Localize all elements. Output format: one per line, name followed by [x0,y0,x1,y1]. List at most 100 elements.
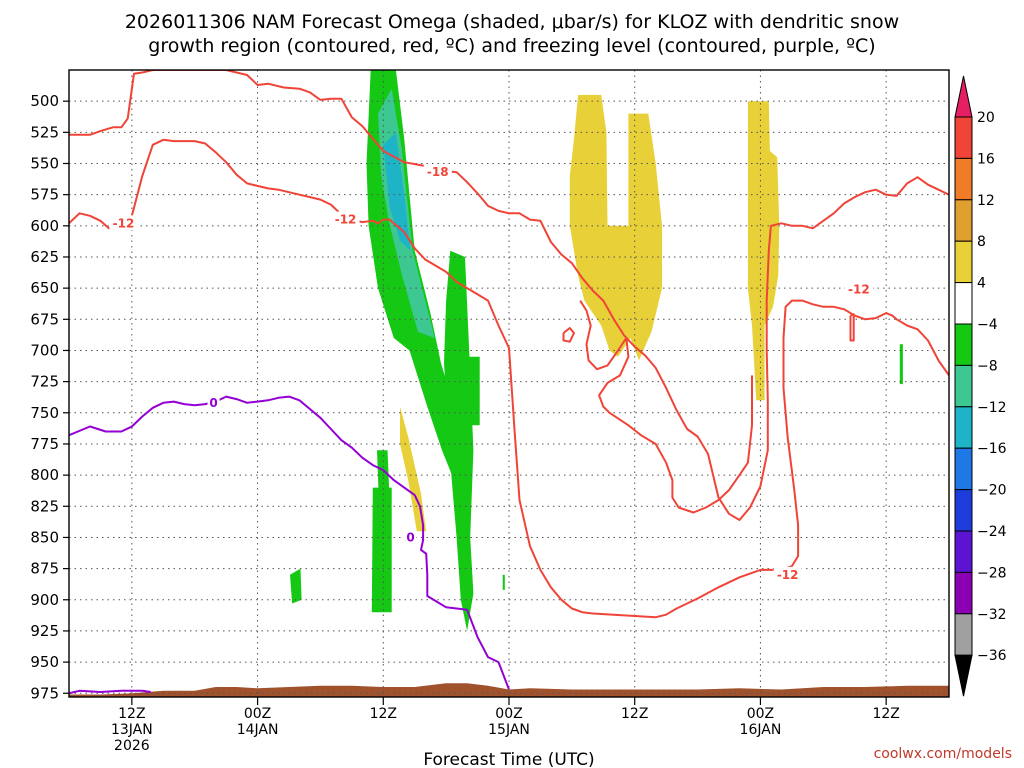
contour-label-bg [207,394,220,410]
y-tick-label: 825 [30,497,59,515]
omega-shading-layer [290,70,903,631]
contour-label: 0 [406,530,414,544]
colorbar-label: 12 [977,193,995,209]
x-tick-label: 00Z [495,706,522,722]
colorbar-swatch [954,157,973,201]
omega-ascent-cell-4 [290,568,302,604]
colorbar-label: 16 [977,151,995,167]
y-tick-label: 700 [30,341,59,359]
x-tick-label: 12Z [872,706,899,722]
y-tick-label: 750 [30,404,59,422]
y-tick-label: 900 [30,591,59,609]
colorbar-swatch [954,116,973,159]
omega-ascent-cell-1 [466,356,480,426]
omega-descent-low-cell [400,406,427,532]
colorbar-label: −24 [977,524,1007,540]
colorbar-label: 4 [977,276,986,292]
y-tick-label: 925 [30,622,59,640]
omega-secondary-ascent-band [444,250,474,631]
x-tick-label: 2026 [114,738,150,754]
y-tick-label: 775 [30,435,59,453]
contour-label-bg [331,211,360,227]
x-tick-label: 15JAN [488,722,530,738]
contour-label-bg [773,566,802,582]
colorbar-label: 8 [977,234,986,250]
colorbar-label: −12 [977,400,1007,416]
x-tick-label: 12Z [621,706,648,722]
contour-label: -12 [113,216,135,230]
credit-link[interactable]: coolwx.com/models [874,746,1012,762]
contour-label-bg [109,215,138,231]
contour-layer [69,70,949,695]
x-tick-label: 14JAN [237,722,279,738]
y-tick-label: 800 [30,466,59,484]
omega-ascent-cell-6 [899,344,903,385]
omega-descent-upper-b [747,101,780,401]
y-tick-label: 600 [30,217,59,235]
colorbar-swatch [954,489,973,532]
colorbar-label: 20 [977,110,995,126]
colorbar-swatch [954,406,973,449]
y-tick-label: 625 [30,248,59,266]
contour-label: 0 [209,396,217,410]
colorbar-swatch [954,530,973,573]
omega-ascent-cell-2 [371,487,392,613]
x-tick-label: 00Z [244,706,271,722]
y-tick-label: 675 [30,310,59,328]
contour-label-bg [404,529,417,545]
colorbar-swatch [954,240,973,284]
colorbar-swatch [954,199,973,242]
x-tick-label: 12Z [370,706,397,722]
y-tick-label: 725 [30,373,59,391]
colorbar-swatch [954,571,973,615]
colorbar-bottom-arrow [954,654,973,697]
dgz-small-loop-1 [562,327,575,343]
y-tick-label: 875 [30,560,59,578]
y-tick-label: 550 [30,154,59,172]
dgz-lower-boundary [69,138,949,619]
colorbar-swatch [954,282,973,325]
freezing-level-surface [69,689,151,695]
contour-label: -12 [335,213,357,227]
colorbar-top-arrow [954,75,973,118]
contour-label: -18 [427,165,449,179]
chart-title-line1: 2026011306 NAM Forecast Omega (shaded, μ… [125,11,899,33]
dgz-upper-boundary [69,70,949,521]
contour-label-bg [844,281,873,297]
colorbar-label: −8 [977,358,998,374]
y-axis: 500 525 550 575 600 625 650 675 700 725 750 775 800 8… [30,92,69,702]
y-tick-label: 575 [30,186,59,204]
colorbar-label: −28 [977,565,1007,581]
grid-layer [69,70,949,697]
dgz-inner-pocket [579,300,753,514]
y-tick-label: 525 [30,123,59,141]
colorbar-label: −20 [977,483,1007,499]
colorbar-label: −16 [977,441,1007,457]
x-tick-label: 13JAN [111,722,153,738]
x-axis-title: Forecast Time (UTC) [423,750,594,768]
dgz-small-loop-2 [849,313,855,342]
contour-label-bg [423,164,452,180]
y-tick-label: 950 [30,653,59,671]
y-tick-label: 850 [30,528,59,546]
colorbar-swatch [954,323,973,366]
colorbar-label: −4 [977,317,998,333]
omega-descent-upper-a [569,94,662,361]
x-tick-label: 16JAN [740,722,782,738]
contour-label-layer: -12 -18 -12 -12 -12 0 0 [109,164,873,582]
chart-title-line2: growth region (contoured, red, ºC) and f… [148,35,875,57]
contour-label: -12 [777,568,799,582]
x-tick-label: 00Z [747,706,774,722]
colorbar-swatch [954,364,973,408]
contour-label: -12 [848,282,870,296]
y-tick-label: 500 [30,92,59,110]
colorbar: 20 16 12 8 4 −4 −8 −12 −16 −20 −24 −28 −32 −36 [954,75,1007,697]
colorbar-label: −36 [977,648,1007,664]
freezing-level-main [69,395,510,690]
colorbar-swatch [954,613,973,656]
omega-ascent-cell-5 [502,574,505,590]
colorbar-label: −32 [977,607,1007,623]
colorbar-swatch [954,447,973,491]
x-tick-label: 12Z [118,706,145,722]
